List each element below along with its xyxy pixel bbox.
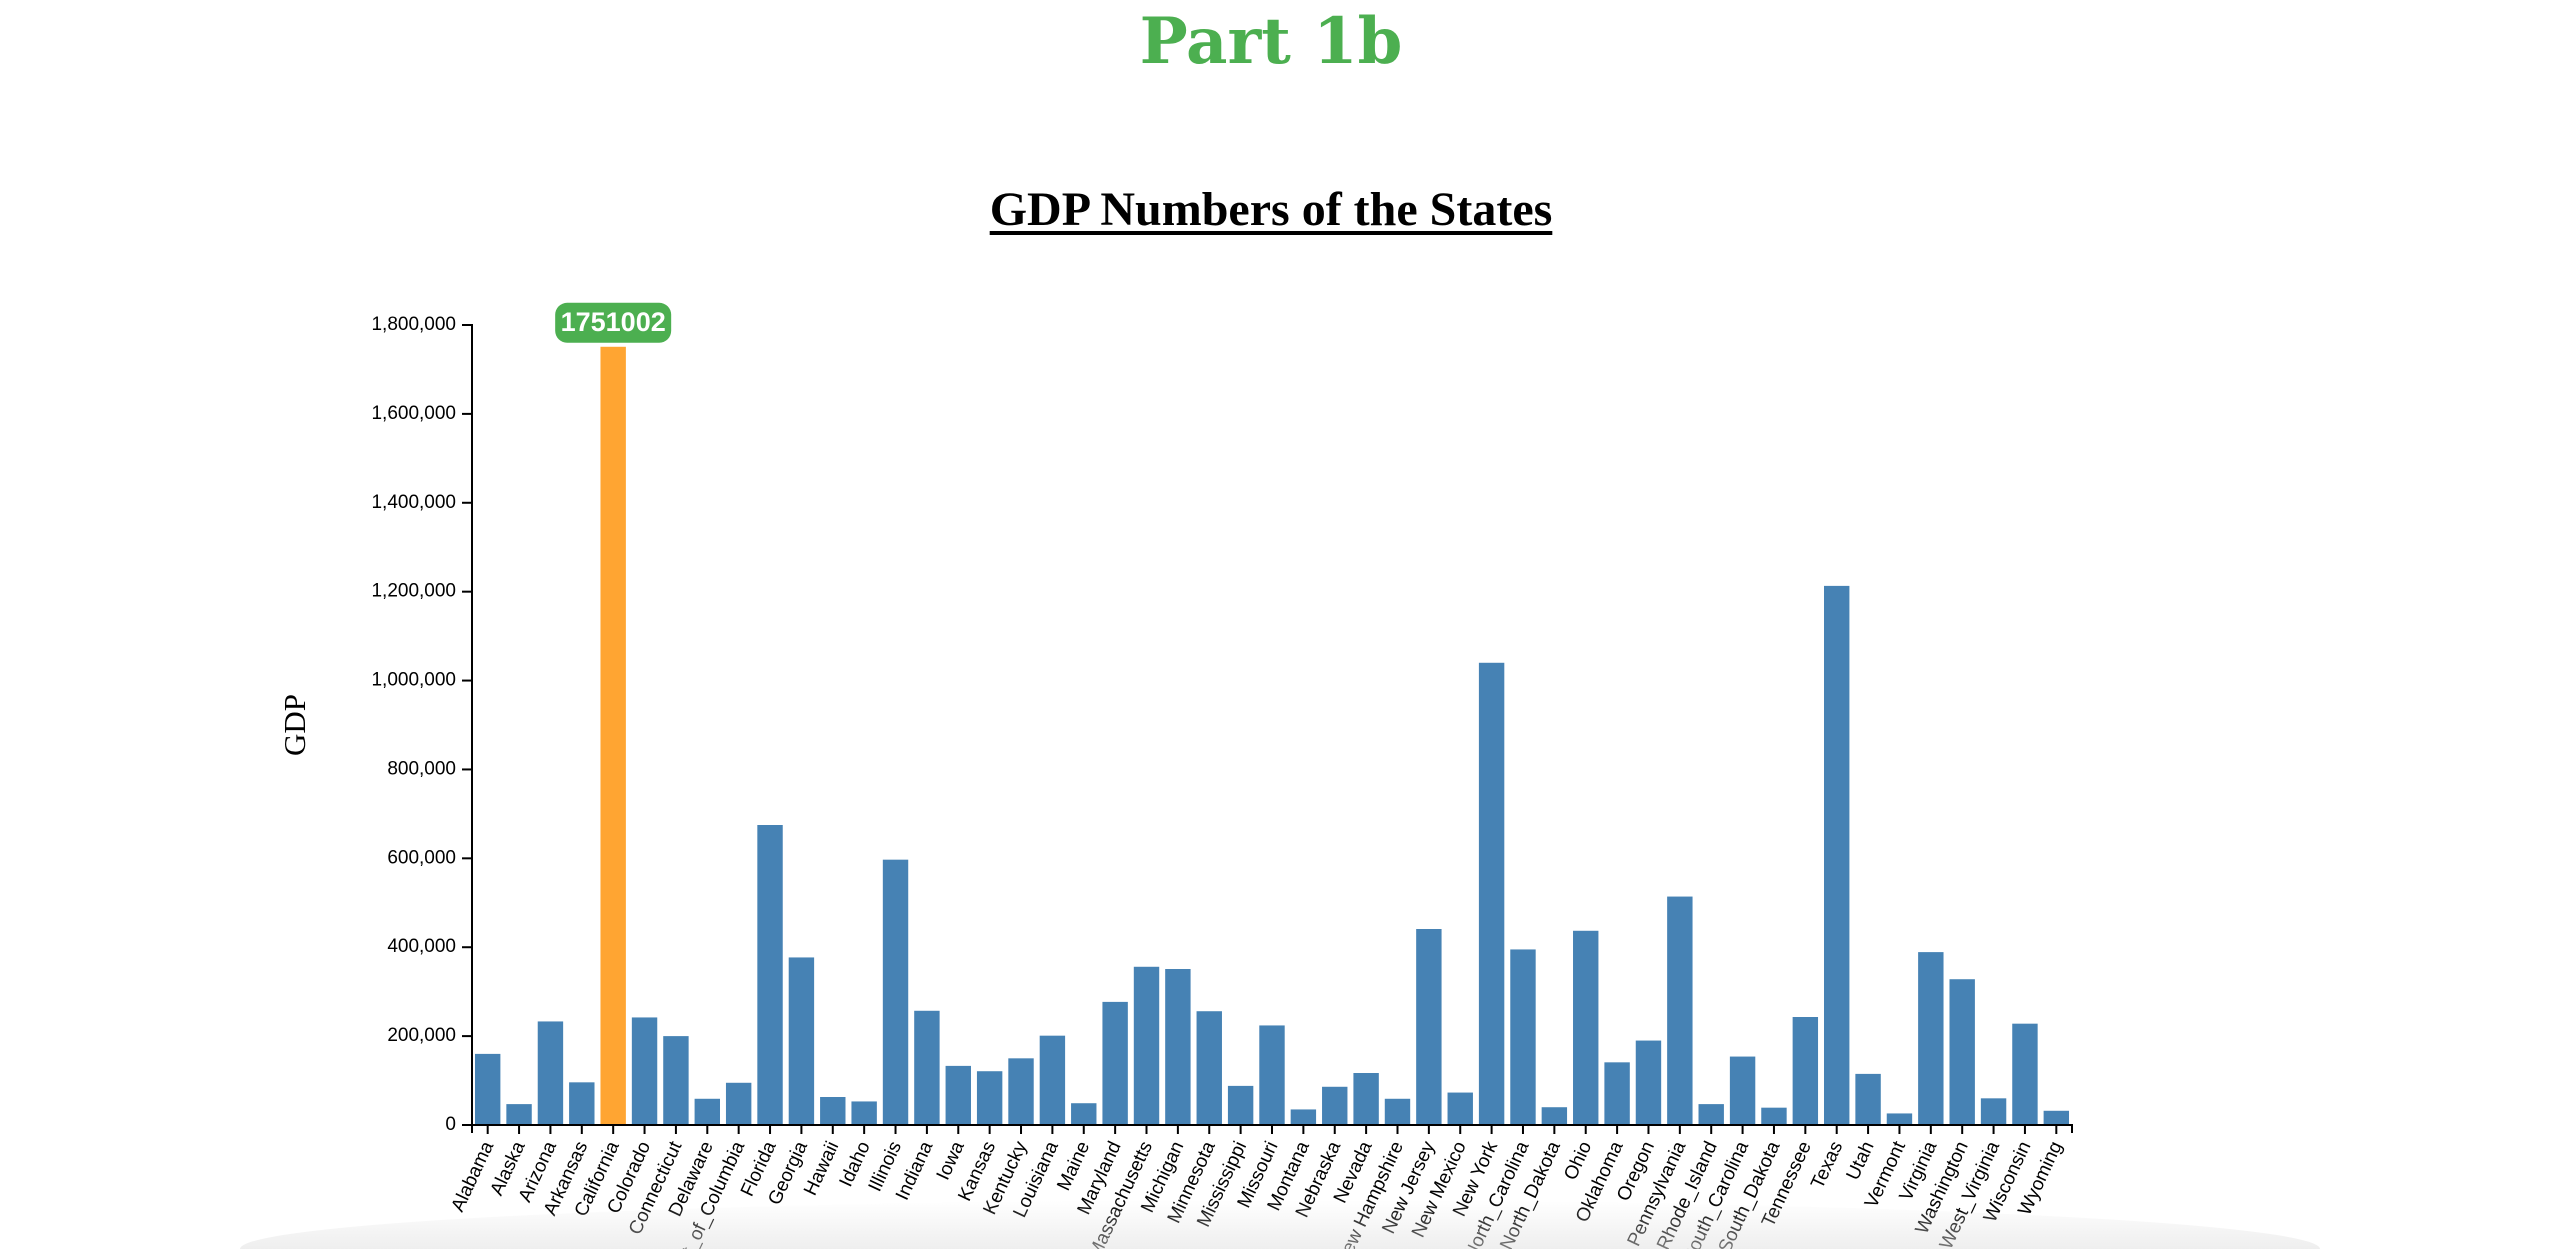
bar-florida[interactable] [757, 825, 783, 1125]
bar-ohio[interactable] [1573, 930, 1599, 1125]
bar-alabama[interactable] [474, 1053, 501, 1125]
x-axis: AlabamaAlaskaArizonaArkansasCaliforniaCo… [447, 1124, 2073, 1249]
bar-wisconsin[interactable] [2012, 1023, 2038, 1125]
y-tick-label: 1,600,000 [371, 403, 456, 424]
bar-louisiana[interactable] [1039, 1035, 1066, 1125]
tooltip-background [555, 302, 672, 343]
bar-idaho[interactable] [851, 1101, 877, 1125]
bar-oregon[interactable] [1635, 1040, 1662, 1125]
bar-south-carolina[interactable] [1729, 1056, 1756, 1125]
bar-delaware[interactable] [694, 1098, 720, 1125]
bar-nebraska[interactable] [1322, 1086, 1348, 1125]
bar-indiana[interactable] [914, 1010, 940, 1125]
bar-texas[interactable] [1824, 585, 1850, 1125]
bar-michigan[interactable] [1165, 969, 1191, 1125]
bar-hawaii[interactable] [820, 1097, 846, 1125]
bar-new-york[interactable] [1478, 662, 1505, 1125]
page-heading: Part 1b [1139, 4, 1403, 79]
y-tick-label: 1,200,000 [371, 581, 456, 602]
bar-arizona[interactable] [537, 1021, 564, 1125]
bar-north-carolina[interactable] [1510, 949, 1536, 1125]
y-tick-label: 600,000 [387, 847, 456, 868]
y-axis-label: GDP [277, 694, 312, 756]
bar-massachusetts[interactable] [1133, 966, 1160, 1125]
bar-kentucky[interactable] [1008, 1058, 1034, 1125]
y-tick-label: 1,800,000 [371, 314, 456, 335]
bar-illinois[interactable] [882, 859, 909, 1125]
bar-iowa[interactable] [945, 1065, 971, 1125]
y-tick-label: 1,400,000 [371, 492, 456, 513]
bar-maryland[interactable] [1102, 1001, 1128, 1125]
bar-missouri[interactable] [1259, 1025, 1285, 1125]
y-tick-label: 0 [445, 1114, 456, 1135]
bar-new-jersey[interactable] [1416, 929, 1442, 1125]
bar-new-mexico[interactable] [1447, 1092, 1473, 1125]
bar-kansas[interactable] [976, 1071, 1003, 1125]
bar-rhode-island[interactable] [1698, 1104, 1724, 1125]
bar-connecticut[interactable] [663, 1036, 689, 1125]
bar-minnesota[interactable] [1196, 1011, 1222, 1125]
value-tooltip: 1751002 [555, 302, 672, 343]
bar-colorado[interactable] [631, 1017, 658, 1125]
y-tick-label: 1,000,000 [371, 670, 456, 691]
y-tick-label: 200,000 [387, 1025, 456, 1046]
y-axis: 0 200,000 400,000 600,000 800,000 1,000,000 1,… [371, 314, 473, 1135]
bar-virginia[interactable] [1918, 952, 1944, 1125]
bar-washington[interactable] [1949, 979, 1975, 1125]
bar-pennsylvania[interactable] [1667, 896, 1693, 1125]
bar-west-virginia[interactable] [1980, 1098, 2007, 1125]
y-tick-label: 800,000 [387, 758, 456, 779]
bar-district-of-columbia[interactable] [725, 1082, 752, 1125]
tooltip-value: 1751002 [561, 307, 666, 337]
bar-tennessee[interactable] [1792, 1017, 1819, 1125]
bar-arkansas[interactable] [569, 1082, 595, 1125]
bars-group [474, 346, 2070, 1125]
chart-title: GDP Numbers of the States [989, 183, 1553, 236]
bar-wyoming[interactable] [2043, 1110, 2070, 1125]
bar-new-hampshire[interactable] [1384, 1098, 1411, 1125]
bar-oklahoma[interactable] [1604, 1062, 1630, 1125]
bar-alaska[interactable] [506, 1104, 532, 1125]
bar-montana[interactable] [1290, 1109, 1317, 1125]
bar-vermont[interactable] [1886, 1113, 1913, 1125]
y-axis-line [466, 324, 473, 1126]
y-tick-label: 400,000 [387, 936, 456, 957]
bar-north-dakota[interactable] [1541, 1107, 1568, 1125]
bar-south-dakota[interactable] [1761, 1107, 1787, 1125]
x-tick-label: Alabama [447, 1138, 498, 1215]
bar-california[interactable] [600, 346, 626, 1125]
bar-nevada[interactable] [1353, 1073, 1379, 1125]
bar-utah[interactable] [1855, 1073, 1881, 1125]
bar-mississippi[interactable] [1227, 1085, 1254, 1125]
bar-maine[interactable] [1071, 1103, 1097, 1125]
bar-georgia[interactable] [788, 957, 815, 1125]
